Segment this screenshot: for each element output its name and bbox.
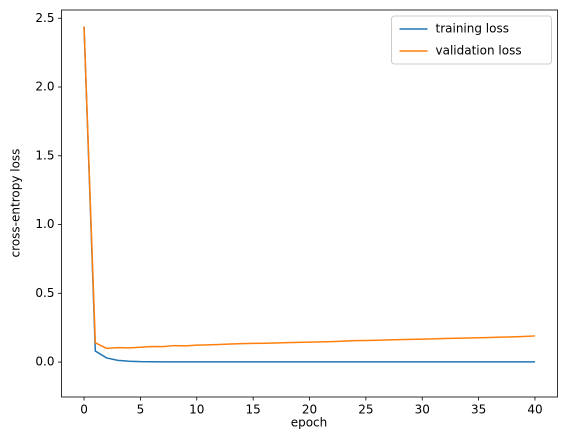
x-axis-label: epoch [291, 416, 328, 430]
legend-label: training loss [436, 22, 509, 36]
x-tick-label: 30 [415, 403, 430, 417]
y-tick-label: 1.5 [35, 148, 54, 162]
legend-label: validation loss [436, 44, 522, 58]
line-series [83, 26, 535, 350]
x-tick-label: 15 [245, 403, 260, 417]
y-tick-label: 1.0 [35, 217, 54, 231]
y-tick-label: 2.0 [35, 80, 54, 94]
axes-frame [61, 9, 558, 398]
y-tick-label: 0.5 [35, 286, 54, 300]
x-tick-label: 25 [358, 403, 373, 417]
y-axis-label: cross-entropy loss [9, 149, 23, 258]
x-tick-label: 20 [302, 403, 317, 417]
y-tick-label: 0.0 [35, 355, 54, 369]
y-tick-label: 2.5 [35, 11, 54, 25]
x-tick-label: 35 [471, 403, 486, 417]
line-series [83, 26, 535, 363]
legend-box [391, 15, 552, 65]
x-tick-label: 0 [80, 403, 88, 417]
x-tick-label: 5 [137, 403, 145, 417]
x-tick-label: 40 [527, 403, 542, 417]
x-tick-label: 10 [189, 403, 204, 417]
